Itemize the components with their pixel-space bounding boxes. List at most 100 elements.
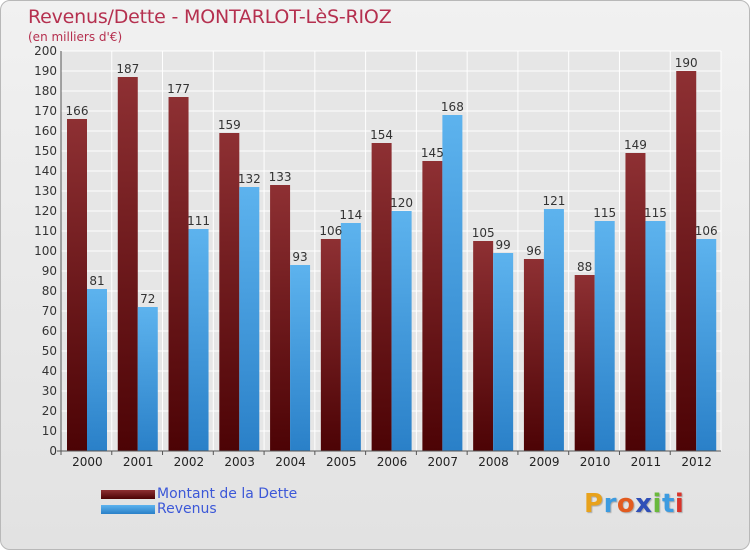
y-tick-label: 160 xyxy=(34,124,57,138)
data-label-revenus: 99 xyxy=(496,238,511,252)
data-label-debt: 190 xyxy=(675,56,698,70)
x-tick-label: 2011 xyxy=(631,455,662,469)
logo-letter: o xyxy=(616,489,636,519)
y-tick-label: 80 xyxy=(42,284,57,298)
chart-subtitle: (en milliers d'€) xyxy=(28,30,123,44)
bar-revenus xyxy=(391,211,412,451)
x-tick-label: 2001 xyxy=(123,455,154,469)
chart-legend: Montant de la Dette Revenus xyxy=(101,487,297,517)
bar-debt xyxy=(422,161,443,451)
x-tick-label: 2003 xyxy=(224,455,255,469)
bar-revenus xyxy=(442,115,463,451)
y-tick-label: 120 xyxy=(34,204,57,218)
legend-item-debt: Montant de la Dette xyxy=(101,487,297,502)
data-label-debt: 177 xyxy=(167,82,190,96)
bar-debt xyxy=(168,97,189,451)
data-label-debt: 106 xyxy=(319,224,342,238)
data-label-revenus: 115 xyxy=(644,206,667,220)
data-label-debt: 159 xyxy=(218,118,241,132)
y-tick-label: 130 xyxy=(34,184,57,198)
bar-debt xyxy=(320,239,341,451)
x-tick-label: 2010 xyxy=(580,455,611,469)
x-tick-label: 2000 xyxy=(72,455,103,469)
y-tick-label: 90 xyxy=(42,264,57,278)
data-label-debt: 88 xyxy=(577,260,592,274)
data-label-debt: 149 xyxy=(624,138,647,152)
x-tick-label: 2005 xyxy=(326,455,357,469)
bar-revenus xyxy=(239,187,260,451)
data-label-revenus: 81 xyxy=(89,274,104,288)
data-label-revenus: 120 xyxy=(390,196,413,210)
bar-debt xyxy=(270,185,291,451)
data-label-debt: 166 xyxy=(66,104,89,118)
y-tick-label: 50 xyxy=(42,344,57,358)
x-tick-label: 2004 xyxy=(275,455,306,469)
y-tick-label: 60 xyxy=(42,324,57,338)
legend-item-revenus: Revenus xyxy=(101,502,297,517)
y-tick-label: 20 xyxy=(42,404,57,418)
bar-revenus xyxy=(137,307,158,451)
y-tick-label: 170 xyxy=(34,104,57,118)
bar-revenus xyxy=(594,221,615,451)
bar-revenus xyxy=(696,239,717,451)
bar-debt xyxy=(523,259,544,451)
legend-swatch-debt xyxy=(101,490,155,499)
y-tick-label: 200 xyxy=(34,44,57,58)
data-label-debt: 105 xyxy=(472,226,495,240)
bar-revenus xyxy=(493,253,514,451)
data-label-debt: 187 xyxy=(116,62,139,76)
logo-letter: t xyxy=(661,489,675,519)
y-tick-label: 0 xyxy=(49,444,57,458)
bar-revenus xyxy=(340,223,361,451)
bar-debt xyxy=(371,143,392,451)
bar-revenus xyxy=(645,221,666,451)
y-tick-label: 100 xyxy=(34,244,57,258)
y-tick-label: 10 xyxy=(42,424,57,438)
data-label-revenus: 168 xyxy=(441,100,464,114)
x-tick-label: 2009 xyxy=(529,455,560,469)
bar-revenus xyxy=(87,289,107,451)
data-label-revenus: 111 xyxy=(187,214,210,228)
y-tick-label: 180 xyxy=(34,84,57,98)
x-tick-label: 2006 xyxy=(377,455,408,469)
logo-letter: P xyxy=(584,489,604,519)
legend-label-revenus: Revenus xyxy=(157,501,217,517)
bar-debt xyxy=(473,241,494,451)
bar-revenus xyxy=(290,265,311,451)
data-label-revenus: 114 xyxy=(339,208,362,222)
data-label-revenus: 72 xyxy=(140,292,155,306)
bar-revenus xyxy=(543,209,564,451)
bar-revenus xyxy=(188,229,209,451)
data-label-debt: 145 xyxy=(421,146,444,160)
y-tick-label: 30 xyxy=(42,384,57,398)
data-label-debt: 133 xyxy=(269,170,292,184)
y-tick-label: 140 xyxy=(34,164,57,178)
y-tick-label: 70 xyxy=(42,304,57,318)
bar-debt xyxy=(67,119,87,451)
logo-letter: x xyxy=(635,489,653,519)
bar-debt xyxy=(676,71,697,451)
x-tick-label: 2007 xyxy=(427,455,458,469)
legend-swatch-revenus xyxy=(101,505,155,514)
data-label-revenus: 121 xyxy=(542,194,565,208)
y-tick-label: 190 xyxy=(34,64,57,78)
data-label-revenus: 93 xyxy=(292,250,307,264)
logo-letter: i xyxy=(674,489,685,519)
bar-debt xyxy=(219,133,240,451)
data-label-revenus: 115 xyxy=(593,206,616,220)
x-tick-label: 2002 xyxy=(174,455,205,469)
data-label-revenus: 106 xyxy=(695,224,718,238)
y-tick-label: 110 xyxy=(34,224,57,238)
data-label-debt: 96 xyxy=(526,244,541,258)
x-tick-label: 2008 xyxy=(478,455,509,469)
chart-title: Revenus/Dette - MONTARLOT-LèS-RIOZ xyxy=(28,6,392,28)
bar-debt xyxy=(574,275,595,451)
y-tick-label: 150 xyxy=(34,144,57,158)
bar-debt xyxy=(117,77,138,451)
bar-debt xyxy=(625,153,646,451)
logo-letter: r xyxy=(603,489,617,519)
proxiti-logo: Proxiti xyxy=(584,489,684,519)
y-tick-label: 40 xyxy=(42,364,57,378)
